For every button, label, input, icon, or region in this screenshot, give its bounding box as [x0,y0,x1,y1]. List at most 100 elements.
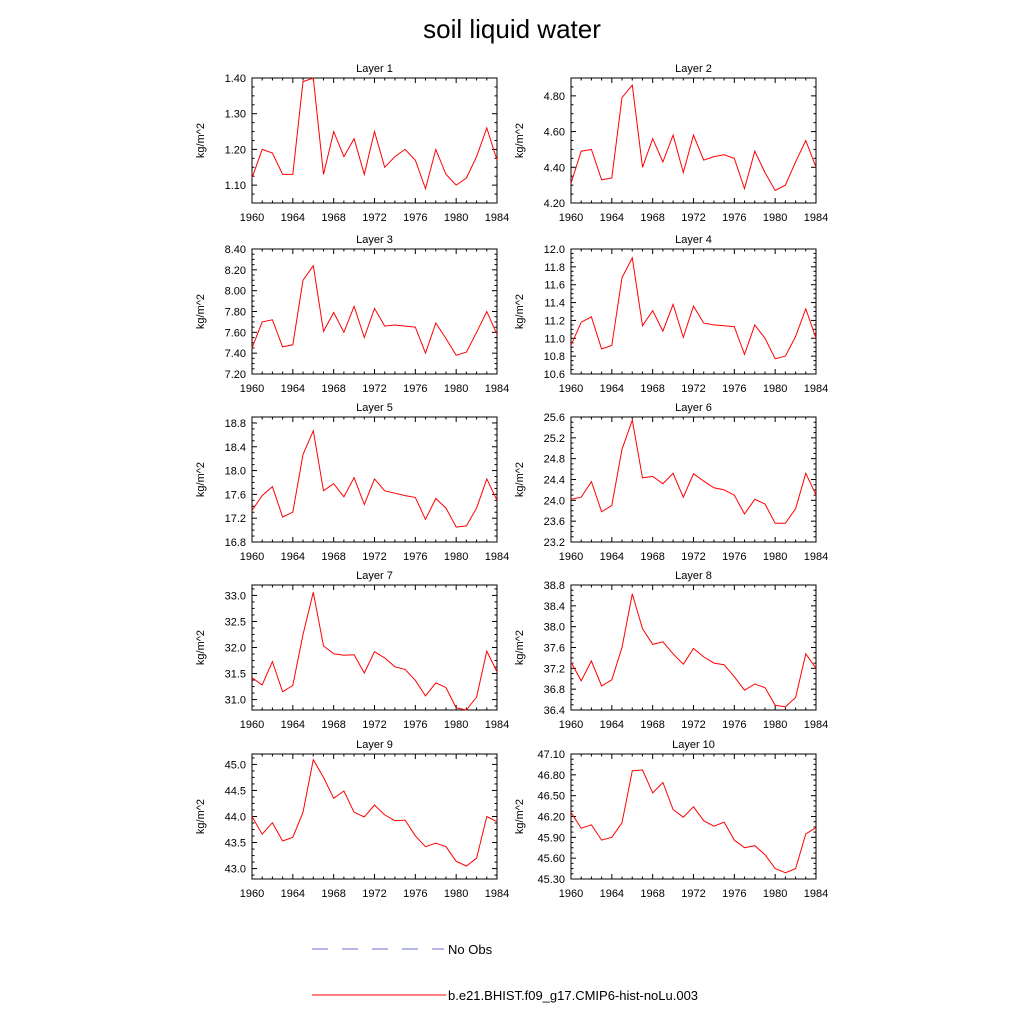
x-tick-label: 1976 [722,383,746,395]
x-tick-label: 1976 [403,212,427,224]
y-axis-label: kg/m^2 [195,799,207,834]
x-tick-label: 1976 [722,551,746,563]
y-tick-label: 24.0 [544,495,565,507]
x-tick-label: 1964 [600,383,624,395]
y-tick-label: 11.8 [544,262,565,274]
x-tick-label: 1960 [240,719,264,731]
y-axis-label: kg/m^2 [514,799,526,834]
plot-frame [251,77,498,204]
x-tick-label: 1960 [559,888,583,900]
y-tick-label: 11.2 [544,315,565,327]
x-tick-label: 1960 [240,551,264,563]
y-tick-label: 45.0 [225,759,246,771]
x-tick-label: 1964 [281,212,305,224]
chart-panel: Layer 1 1960 1964 1968 1972 1976 1980 1984 1.10 1… [195,63,509,224]
chart-panel: Layer 6 1960 1964 1968 1972 1976 1980 1984 23.2 2… [514,402,828,563]
series-line [251,428,498,528]
x-tick-label: 1976 [403,551,427,563]
y-tick-label: 18.8 [225,418,246,430]
y-axis-label: kg/m^2 [195,630,207,665]
x-tick-label: 1976 [403,383,427,395]
y-tick-label: 11.6 [544,280,565,292]
y-tick-label: 23.2 [544,537,565,549]
x-tick-label: 1964 [600,719,624,731]
y-tick-label: 8.40 [225,244,246,256]
y-tick-label: 45.30 [537,874,565,886]
series-line [570,83,817,192]
series-line [251,758,498,867]
x-tick-label: 1980 [763,212,787,224]
y-axis-label: kg/m^2 [195,294,207,329]
y-tick-label: 17.2 [225,513,246,525]
x-tick-label: 1980 [763,888,787,900]
chart-panel: Layer 4 1960 1964 1968 1972 1976 1980 1984 10.6 1… [514,234,828,395]
x-tick-label: 1980 [444,551,468,563]
x-tick-label: 1960 [240,888,264,900]
x-tick-label: 1984 [804,212,828,224]
y-tick-label: 18.0 [225,466,246,478]
plot-frame [570,77,817,204]
y-tick-label: 7.80 [225,307,246,319]
legend-label-no-obs: No Obs [448,942,493,957]
y-tick-label: 25.6 [544,412,565,424]
series-line [570,256,817,360]
y-tick-label: 31.0 [225,695,246,707]
y-tick-label: 7.40 [225,348,246,360]
x-tick-label: 1972 [362,888,386,900]
y-tick-label: 4.20 [544,198,565,210]
y-axis-label: kg/m^2 [514,123,526,158]
plot-frame [570,584,817,711]
y-tick-label: 46.20 [537,812,565,824]
x-tick-label: 1984 [485,888,509,900]
y-tick-label: 10.8 [544,351,565,363]
x-tick-label: 1984 [804,719,828,731]
x-tick-label: 1980 [763,551,787,563]
y-tick-label: 1.30 [225,109,246,121]
chart-panel: Layer 7 1960 1964 1968 1972 1976 1980 1984 31.0 3… [195,570,509,731]
y-tick-label: 47.10 [537,749,565,761]
y-tick-label: 38.0 [544,622,565,634]
y-tick-label: 36.4 [544,705,565,717]
y-tick-label: 37.6 [544,643,565,655]
x-tick-label: 1960 [240,212,264,224]
series-line [570,593,817,708]
y-tick-label: 37.2 [544,663,565,675]
x-tick-label: 1964 [600,212,624,224]
chart-panel: Layer 5 1960 1964 1968 1972 1976 1980 1984 16.8 1… [195,402,509,563]
x-tick-label: 1960 [559,383,583,395]
x-tick-label: 1972 [681,888,705,900]
x-tick-label: 1984 [804,551,828,563]
x-tick-label: 1976 [722,719,746,731]
y-axis-label: kg/m^2 [195,462,207,497]
x-tick-label: 1980 [763,719,787,731]
chart-panel: Layer 10 1960 1964 1968 1972 1976 1980 1984 45.3… [514,739,828,900]
x-tick-label: 1984 [485,383,509,395]
x-tick-label: 1964 [281,719,305,731]
y-tick-label: 24.4 [544,475,565,487]
x-tick-label: 1980 [763,383,787,395]
y-tick-label: 1.40 [225,73,246,85]
x-tick-label: 1968 [321,551,345,563]
y-tick-label: 31.5 [225,669,246,681]
y-tick-label: 23.6 [544,516,565,528]
y-tick-label: 24.8 [544,454,565,466]
x-tick-label: 1980 [444,888,468,900]
y-tick-label: 45.60 [537,853,565,865]
y-tick-label: 7.60 [225,327,246,339]
y-tick-label: 18.4 [225,442,246,454]
y-tick-label: 46.50 [537,791,565,803]
y-axis-label: kg/m^2 [514,630,526,665]
y-tick-label: 8.20 [225,265,246,277]
x-tick-label: 1964 [281,888,305,900]
x-tick-label: 1984 [485,719,509,731]
x-tick-label: 1972 [681,383,705,395]
plot-frame [251,584,498,711]
y-tick-label: 4.40 [544,162,565,174]
panel-title: Layer 7 [356,570,393,582]
x-tick-label: 1976 [403,719,427,731]
y-tick-label: 32.0 [225,643,246,655]
y-tick-label: 8.00 [225,286,246,298]
legend-label-model: b.e21.BHIST.f09_g17.CMIP6-hist-noLu.003 [448,988,698,1003]
y-tick-label: 38.4 [544,601,565,613]
